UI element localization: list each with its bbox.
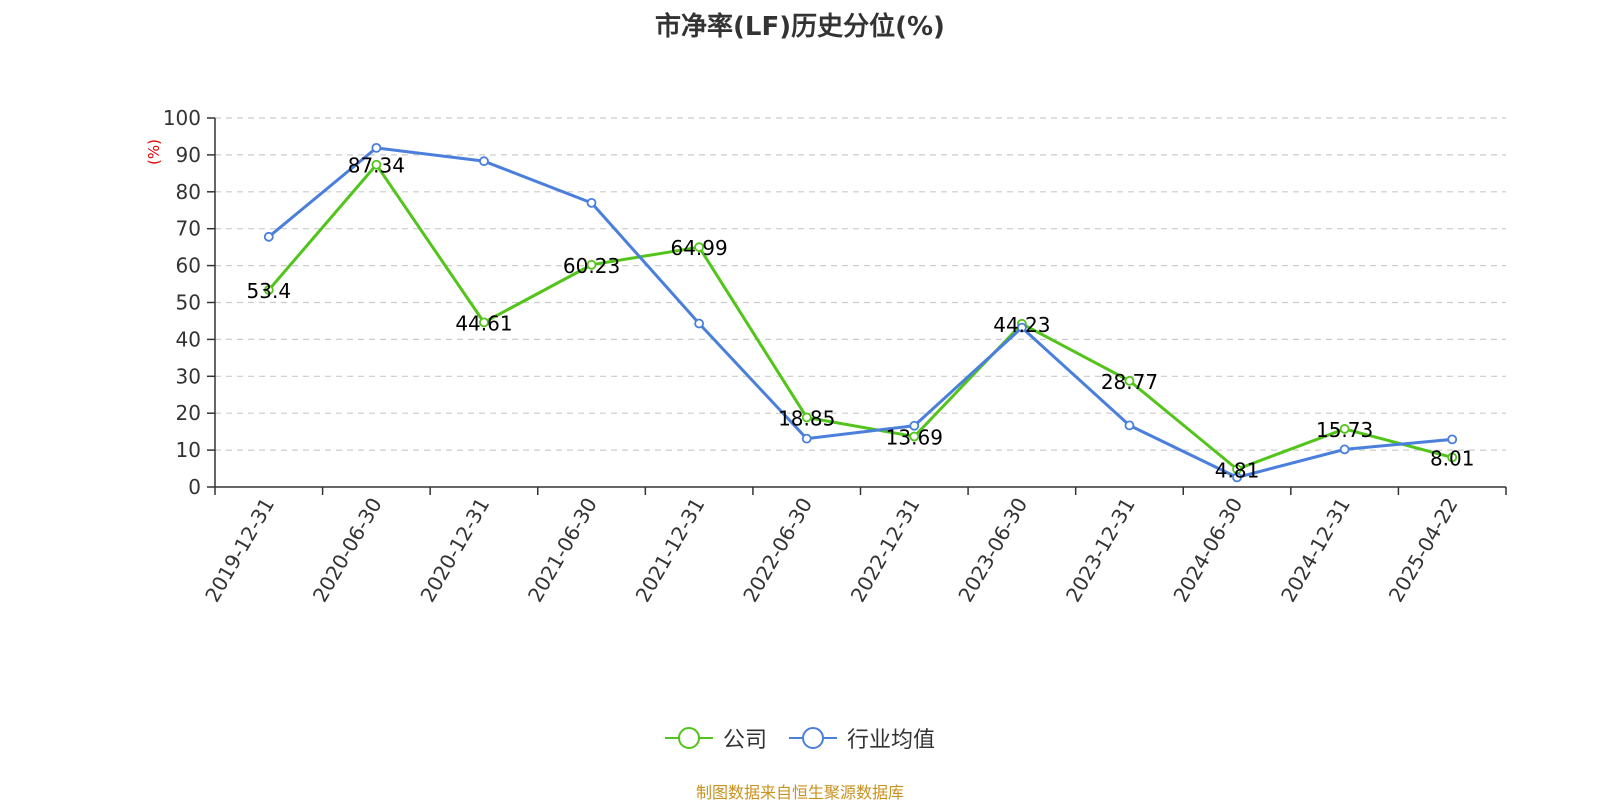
- legend-label: 行业均值: [847, 728, 936, 753]
- y-tick-label: 90: [176, 143, 201, 167]
- data-point: [263, 285, 274, 295]
- chart-title: 市净率(LF)历史分位(%): [655, 12, 945, 42]
- data-point: [1339, 444, 1350, 455]
- y-tick-label: 40: [176, 327, 201, 351]
- data-point: [909, 431, 920, 442]
- data-label: 60.23: [563, 254, 620, 278]
- x-tick-label: 2022-06-30: [738, 494, 817, 607]
- data-point: [909, 420, 920, 431]
- source-note: 制图数据来自恒生聚源数据库: [695, 783, 904, 802]
- data-point: [801, 433, 812, 444]
- data-point: [694, 318, 705, 329]
- data-point: [1016, 322, 1027, 333]
- data-labels: 53.4 87.34 44.61 60.23 64.99 18.85 13.69 44.23 2…: [247, 154, 1475, 483]
- x-tick-label: 2019-12-31: [200, 494, 279, 607]
- y-tick-label: 70: [176, 217, 201, 241]
- data-point: [371, 142, 382, 153]
- x-tick-label: 2024-06-30: [1168, 494, 1247, 607]
- axes: 0 10 20 30 40 50 60 70 80 90 100(%) 2019-12-31 2020-…: [145, 106, 1507, 607]
- data-label: 53.4: [247, 279, 292, 303]
- data-point: [801, 412, 812, 423]
- data-point: [1124, 375, 1135, 386]
- data-point: [1447, 434, 1458, 445]
- x-tick-label: 2021-06-30: [523, 494, 602, 607]
- data-point: [1232, 472, 1242, 483]
- series-line-0: [267, 163, 1453, 471]
- x-tick-label: 2023-12-31: [1061, 494, 1140, 607]
- legend-item-1[interactable]: 行业均值: [789, 722, 935, 754]
- x-tick-label: 2025-04-22: [1384, 494, 1463, 607]
- data-label: 44.23: [993, 313, 1050, 337]
- x-tick-label: 2023-06-30: [953, 494, 1032, 607]
- data-label: 44.61: [455, 311, 512, 335]
- legend-swatch-icon: [664, 727, 713, 749]
- y-tick-label: 0: [188, 475, 201, 499]
- data-point: [586, 197, 597, 208]
- series-line-1: [267, 146, 1453, 479]
- data-point: [1447, 452, 1458, 463]
- y-tick-label: 60: [176, 254, 201, 278]
- data-point: [479, 156, 489, 167]
- data-point: [371, 159, 382, 170]
- data-label: 87.34: [348, 154, 405, 178]
- data-point: [694, 242, 705, 253]
- data-point: [1339, 424, 1350, 434]
- x-tick-label: 2022-12-31: [846, 494, 925, 607]
- y-tick-label: 10: [176, 438, 201, 462]
- y-tick-label: 30: [176, 364, 201, 388]
- legend-swatch-icon: [789, 727, 837, 749]
- series-lines: [263, 142, 1458, 483]
- data-label: 28.77: [1101, 370, 1158, 394]
- data-point: [586, 259, 597, 270]
- legend-label: 公司: [722, 728, 767, 753]
- x-tick-label: 2020-12-31: [415, 494, 494, 607]
- data-label: 13.69: [886, 425, 943, 449]
- y-tick-label: 100: [163, 106, 201, 130]
- data-point: [263, 231, 274, 242]
- x-tick-label: 2024-12-31: [1276, 494, 1355, 607]
- data-label: 64.99: [670, 236, 727, 260]
- legend-item-0[interactable]: 公司: [664, 722, 767, 754]
- y-axis-label: (%): [145, 139, 163, 165]
- x-tick-label: 2020-06-30: [308, 494, 387, 607]
- data-label: 4.81: [1215, 458, 1260, 482]
- y-tick-label: 50: [176, 291, 201, 315]
- grid-lines: [215, 117, 1506, 451]
- y-tick-label: 80: [176, 180, 201, 204]
- legend: 公司 行业均值: [0, 722, 1600, 754]
- x-tick-label: 2021-12-31: [631, 494, 710, 607]
- y-tick-label: 20: [176, 401, 201, 425]
- data-label: 8.01: [1430, 446, 1475, 470]
- data-point: [1124, 420, 1135, 431]
- data-label: 18.85: [778, 406, 835, 430]
- data-point: [479, 317, 489, 328]
- data-label: 15.73: [1316, 418, 1373, 442]
